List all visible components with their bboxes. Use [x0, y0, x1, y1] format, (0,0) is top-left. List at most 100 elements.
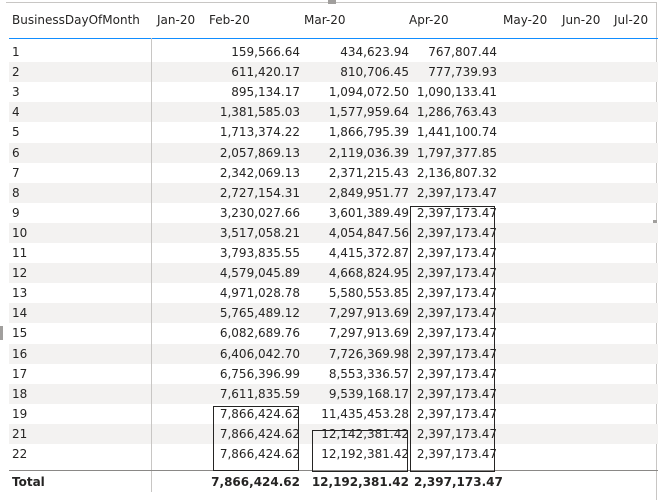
table-row[interactable]: 16 6,406,042.70 7,726,369.98 2,397,173.47: [9, 343, 658, 364]
cell-feb-20: 2,057,869.13: [219, 145, 300, 160]
cell-mar-20: 4,054,847.56: [328, 225, 409, 240]
cell-mar-20: 8,553,336.57: [328, 366, 409, 381]
table-row[interactable]: 9 3,230,027.66 3,601,389.49 2,397,173.47: [9, 203, 658, 223]
cell-feb-20: 1,713,374.22: [219, 125, 300, 140]
table-row[interactable]: 10 3,517,058.21 4,054,847.56 2,397,173.47: [9, 222, 658, 243]
table-row[interactable]: 4 1,381,585.03 1,577,959.64 1,286,763.43: [9, 102, 658, 123]
cell-mar-20: 434,623.94: [340, 45, 409, 59]
cell-feb-20: 7,866,424.62: [219, 447, 300, 461]
column-header-may-20[interactable]: May-20: [503, 13, 548, 27]
cell-apr-20: 2,397,173.47: [416, 266, 497, 281]
row-header-day: 11: [12, 246, 28, 260]
table-row[interactable]: 19 7,866,424.62 11,435,453.28 2,397,173.47: [9, 404, 658, 424]
table-row[interactable]: 21 7,866,424.62 12,142,381.42 2,397,173.47: [9, 423, 658, 444]
cell-feb-20: 3,230,027.66: [219, 205, 300, 220]
column-header-mar-20[interactable]: Mar-20: [304, 13, 346, 27]
cell-apr-20: 1,441,100.74: [416, 125, 497, 140]
cell-apr-20: 2,397,173.47: [416, 185, 497, 200]
cell-apr-20: 2,397,173.47: [416, 286, 497, 301]
table-row[interactable]: 3 895,134.17 1,094,072.50 1,090,133.41: [9, 82, 658, 102]
table-row[interactable]: 18 7,611,835.59 9,539,168.17 2,397,173.47: [9, 383, 658, 404]
cell-apr-20: 2,136,807.32: [416, 165, 497, 180]
cell-apr-20: 2,397,173.47: [416, 346, 497, 361]
table-row[interactable]: 14 5,765,489.12 7,297,913.69 2,397,173.47: [9, 303, 658, 324]
table-row[interactable]: 17 6,756,396.99 8,553,336.57 2,397,173.47: [9, 364, 658, 384]
cell-apr-20: 2,397,173.47: [416, 225, 497, 240]
cell-feb-20: 3,517,058.21: [219, 225, 300, 240]
cell-mar-20: 1,094,072.50: [328, 85, 409, 100]
row-header-day: 9: [12, 205, 20, 220]
cell-mar-20: 1,577,959.64: [328, 105, 409, 120]
table-row[interactable]: 13 4,971,028.78 5,580,553.85 2,397,173.47: [9, 283, 658, 303]
cell-mar-20: 4,668,824.95: [328, 266, 409, 281]
column-header-jul-20[interactable]: Jul-20: [614, 13, 649, 27]
cell-mar-20: 11,435,453.28: [321, 406, 409, 421]
cell-apr-20: 2,397,173.47: [416, 306, 497, 321]
cell-mar-20: 7,726,369.98: [328, 346, 409, 361]
row-header-day: 21: [12, 426, 28, 441]
visual-border-right: [656, 2, 657, 500]
cell-feb-20: 6,756,396.99: [219, 366, 300, 381]
cell-feb-20: 4,971,028.78: [219, 286, 300, 301]
cell-apr-20: 1,090,133.41: [416, 85, 497, 100]
table-row[interactable]: 8 2,727,154.31 2,849,951.77 2,397,173.47: [9, 182, 658, 203]
resize-handle-top[interactable]: [328, 0, 336, 4]
row-header-day: 1: [12, 45, 20, 59]
cell-mar-20: 12,192,381.42: [321, 447, 409, 461]
table-row[interactable]: 22 7,866,424.62 12,192,381.42 2,397,173.47: [9, 444, 658, 464]
cell-apr-20: 2,397,173.47: [416, 366, 497, 381]
table-row[interactable]: 7 2,342,069.13 2,371,215.43 2,136,807.32: [9, 163, 658, 183]
table-row[interactable]: 5 1,713,374.22 1,866,795.39 1,441,100.74: [9, 122, 658, 142]
row-header-day: 8: [12, 185, 20, 200]
cell-mar-20: 3,601,389.49: [328, 205, 409, 220]
cell-apr-20: 2,397,173.47: [416, 426, 497, 441]
column-header-feb-20[interactable]: Feb-20: [209, 13, 250, 27]
cell-mar-20: 9,539,168.17: [328, 386, 409, 401]
row-header-day: 12: [12, 266, 28, 281]
table-row[interactable]: 6 2,057,869.13 2,119,036.39 1,797,377.85: [9, 142, 658, 163]
cell-mar-20: 5,580,553.85: [328, 286, 409, 301]
row-header-day: 16: [12, 346, 28, 361]
table-row[interactable]: 15 6,082,689.76 7,297,913.69 2,397,173.47: [9, 323, 658, 343]
cell-feb-20: 1,381,585.03: [219, 105, 300, 120]
row-header-day: 10: [12, 225, 28, 240]
table-row[interactable]: 2 611,420.17 810,706.45 777,739.93: [9, 62, 658, 83]
header-underline: [9, 38, 658, 39]
cell-feb-20: 895,134.17: [231, 85, 300, 100]
cell-mar-20: 1,866,795.39: [328, 125, 409, 140]
row-header-day: 14: [12, 306, 28, 321]
cell-feb-20: 7,866,424.62: [219, 426, 300, 441]
cell-feb-20: 7,611,835.59: [219, 386, 300, 401]
table-row[interactable]: 12 4,579,045.89 4,668,824.95 2,397,173.47: [9, 263, 658, 284]
table-row[interactable]: 1 159,566.64 434,623.94 767,807.44: [9, 42, 658, 62]
cell-mar-20: 7,297,913.69: [328, 326, 409, 341]
row-header-day: 18: [12, 386, 28, 401]
cell-mar-20: 2,371,215.43: [328, 165, 409, 180]
column-header-jun-20[interactable]: Jun-20: [562, 13, 601, 27]
resize-handle-left[interactable]: [0, 326, 3, 340]
column-header-apr-20[interactable]: Apr-20: [409, 13, 449, 27]
table-row[interactable]: 11 3,793,835.55 4,415,372.87 2,397,173.47: [9, 243, 658, 263]
cell-apr-20: 777,739.93: [428, 65, 497, 80]
cell-feb-20: 2,342,069.13: [219, 165, 300, 180]
row-header-day: 4: [12, 105, 20, 120]
cell-mar-20: 810,706.45: [340, 65, 409, 80]
total-apr-20: 2,397,173.47: [414, 475, 503, 489]
total-label: Total: [12, 475, 45, 489]
cell-apr-20: 767,807.44: [428, 45, 497, 59]
row-header-day: 3: [12, 85, 20, 100]
cell-feb-20: 159,566.64: [231, 45, 300, 59]
cell-feb-20: 2,727,154.31: [219, 185, 300, 200]
total-row: Total 7,866,424.62 12,192,381.42 2,397,1…: [9, 470, 658, 493]
cell-feb-20: 611,420.17: [231, 65, 300, 80]
cell-mar-20: 7,297,913.69: [328, 306, 409, 321]
column-header-business-day[interactable]: BusinessDayOfMonth: [12, 13, 140, 27]
cell-mar-20: 2,119,036.39: [328, 145, 409, 160]
column-header-jan-20[interactable]: Jan-20: [157, 13, 196, 27]
cell-apr-20: 2,397,173.47: [416, 326, 497, 341]
cell-feb-20: 4,579,045.89: [219, 266, 300, 281]
cell-apr-20: 1,797,377.85: [416, 145, 497, 160]
total-mar-20: 12,192,381.42: [311, 475, 409, 489]
cell-apr-20: 2,397,173.47: [416, 386, 497, 401]
